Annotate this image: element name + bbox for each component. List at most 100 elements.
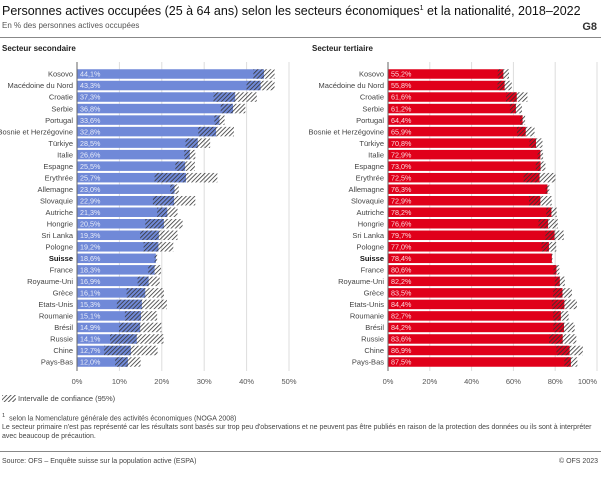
bar-tertiaire: [388, 115, 523, 125]
data-label-tertiaire: 72,9%: [391, 196, 412, 205]
bar-secondaire: [77, 219, 164, 229]
bar-tertiaire: [388, 322, 564, 333]
bar-secondaire: [77, 149, 190, 160]
category-label-secondaire: Pologne: [45, 243, 73, 252]
bar-secondaire: [77, 299, 142, 310]
category-label-secondaire: Croatie: [49, 93, 73, 102]
data-label-tertiaire: 64,4%: [391, 116, 412, 125]
ci-secondaire: [198, 126, 234, 137]
ci-tertiaire: [497, 80, 512, 91]
ci-tertiaire: [553, 288, 572, 298]
x-tick-label-secondaire: 10%: [112, 377, 127, 386]
category-label-secondaire: Roumanie: [39, 312, 73, 321]
ci-secondaire: [185, 138, 211, 148]
bar-secondaire: [77, 230, 159, 241]
data-label-tertiaire: 78,2%: [391, 208, 412, 217]
ci-tertiaire: [564, 357, 578, 367]
category-label-secondaire: Royaume-Uni: [27, 277, 73, 286]
data-label-secondaire: 44,1%: [80, 70, 101, 79]
ci-tertiaire: [553, 311, 569, 321]
ci-tertiaire: [516, 126, 535, 137]
ci-secondaire: [116, 299, 167, 310]
category-label-tertiaire: Portugal: [356, 116, 384, 125]
category-label-tertiaire: Erythrée: [356, 173, 384, 182]
bar-tertiaire: [388, 311, 561, 321]
data-label-tertiaire: 84,4%: [391, 300, 412, 309]
ci-secondaire: [148, 265, 161, 275]
footnote-2: Le secteur primaire n'est pas représenté…: [2, 424, 592, 440]
category-label-tertiaire: Hongrie: [358, 219, 384, 228]
data-label-tertiaire: 82,7%: [391, 312, 412, 321]
ci-secondaire: [126, 288, 164, 298]
ci-tertiaire: [545, 184, 550, 194]
data-label-secondaire: 37,3%: [80, 93, 101, 102]
category-label-secondaire: Türkiye: [48, 139, 73, 148]
x-tick-label-secondaire: 0%: [72, 377, 83, 386]
panel-title-secondaire: Secteur secondaire: [2, 44, 76, 53]
bar-secondaire: [77, 138, 198, 148]
data-label-tertiaire: 86,9%: [391, 346, 412, 355]
footnote-1-text: selon la Nomenclature générale des activ…: [9, 415, 237, 423]
bar-tertiaire: [388, 230, 555, 241]
ci-tertiaire: [551, 253, 553, 264]
category-label-tertiaire: Pays-Bas: [352, 358, 384, 367]
ci-secondaire: [118, 322, 162, 333]
category-label-tertiaire: Grèce: [364, 289, 384, 298]
bar-tertiaire: [388, 334, 563, 344]
category-label-tertiaire: Chine: [364, 346, 384, 355]
x-tick-label-tertiaire: 40%: [464, 377, 479, 386]
category-label-tertiaire: Kosovo: [359, 70, 384, 79]
category-label-secondaire: Pays-Bas: [41, 358, 73, 367]
ci-tertiaire: [549, 334, 577, 344]
ci-tertiaire: [546, 207, 557, 217]
ci-secondaire: [157, 207, 178, 217]
category-label-tertiaire: Türkiye: [359, 139, 384, 148]
bar-secondaire: [77, 357, 128, 367]
data-label-secondaire: 18,6%: [80, 254, 101, 263]
category-label-tertiaire: Serbie: [362, 104, 384, 113]
category-label-secondaire: France: [50, 266, 73, 275]
bar-tertiaire: [388, 172, 540, 183]
category-label-secondaire: Italie: [57, 150, 73, 159]
bar-secondaire: [77, 276, 149, 287]
bar-tertiaire: [388, 299, 565, 310]
category-label-secondaire: Grèce: [53, 289, 73, 298]
chart-subtitle: En % des personnes actives occupées: [2, 21, 140, 30]
x-tick-label-tertiaire: 0%: [383, 377, 394, 386]
ci-secondaire: [175, 161, 195, 171]
data-label-secondaire: 14,9%: [80, 323, 101, 332]
ci-secondaire: [115, 357, 141, 367]
bar-secondaire: [77, 195, 175, 206]
bar-secondaire: [77, 69, 264, 79]
ci-tertiaire: [523, 172, 556, 183]
data-label-tertiaire: 55,2%: [391, 70, 412, 79]
title-text: Personnes actives occupées (25 à 64 ans)…: [2, 4, 420, 18]
panel-title-tertiaire: Secteur tertiaire: [312, 44, 373, 53]
category-label-secondaire: Russie: [50, 335, 73, 344]
ci-tertiaire: [551, 299, 577, 310]
ci-secondaire: [184, 149, 196, 160]
ci-tertiaire: [545, 230, 564, 241]
bar-secondaire: [77, 103, 234, 114]
data-label-secondaire: 25,5%: [80, 162, 101, 171]
data-label-tertiaire: 70,8%: [391, 139, 412, 148]
data-label-secondaire: 16,9%: [80, 277, 101, 286]
ci-secondaire: [220, 103, 246, 114]
bar-tertiaire: [388, 276, 560, 287]
data-label-tertiaire: 83,6%: [391, 335, 412, 344]
title-footnote-mark: 1: [419, 4, 424, 12]
data-label-tertiaire: 77,0%: [391, 243, 412, 252]
ci-tertiaire: [541, 242, 557, 252]
category-label-secondaire: Sri Lanka: [41, 231, 74, 240]
category-label-secondaire: Chine: [53, 346, 73, 355]
bar-tertiaire: [388, 92, 517, 102]
category-label-secondaire: Autriche: [45, 208, 73, 217]
bar-secondaire: [77, 92, 236, 102]
category-label-secondaire: Macédoine du Nord: [8, 81, 73, 90]
footnote-mark: 1: [2, 413, 6, 419]
bar-secondaire: [77, 322, 141, 333]
data-label-tertiaire: 73,0%: [391, 162, 412, 171]
category-label-tertiaire: Macédoine du Nord: [319, 81, 384, 90]
bar-tertiaire: [388, 126, 526, 137]
bar-tertiaire: [388, 242, 549, 252]
